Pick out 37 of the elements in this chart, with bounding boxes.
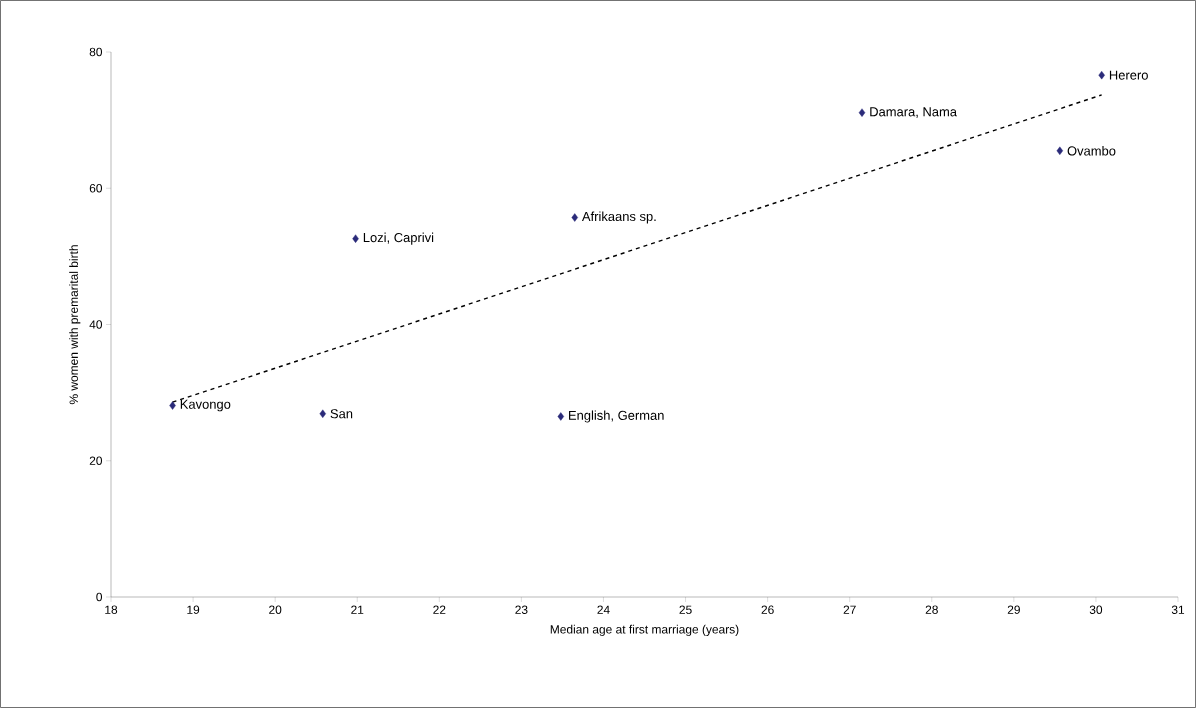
point [319,409,326,418]
x-tick-label: 18 [105,605,118,614]
x-tick-label: 24 [597,605,610,614]
y-tick-label: 20 [89,456,103,465]
point [557,412,564,421]
x-tick-label: 29 [1007,605,1020,614]
point [1098,70,1105,80]
x-tick-label: 30 [1089,605,1103,614]
annotation: Afrikaans sp. [581,211,656,224]
y-tick-label: 80 [89,47,103,57]
x-tick-label: 28 [925,605,938,614]
annotation: Kavongo [180,399,231,412]
point [352,234,359,243]
annotation: Lozi, Caprivi [363,232,434,245]
x-tick-label: 26 [761,605,774,614]
annotation: Damara, Nama [870,107,957,118]
x-tick-label: 22 [433,605,446,614]
x-axis-title: Median age at first marriage (years) [550,624,739,636]
y-tick-label: 60 [89,184,103,193]
x-tick-label: 31 [1171,605,1185,614]
point [169,401,176,410]
x-tick-label: 20 [269,605,282,614]
x-tick-label: 23 [515,605,528,614]
y-tick-label: 40 [89,320,103,329]
x-tick-label: 21 [351,605,364,614]
annotation: English, German [569,410,664,423]
point [1056,146,1064,155]
point [571,213,578,222]
x-tick-label: 25 [679,605,692,614]
x-tick-label: 19 [187,605,200,614]
annotation: Ovambo [1067,146,1116,156]
annotation: San [330,409,353,419]
point [858,108,866,117]
y-tick-label: 0 [96,592,103,602]
y-axis-title: % women with premarital birth [69,245,81,405]
annotation: Herero [1109,70,1148,80]
x-tick-label: 27 [843,605,856,614]
